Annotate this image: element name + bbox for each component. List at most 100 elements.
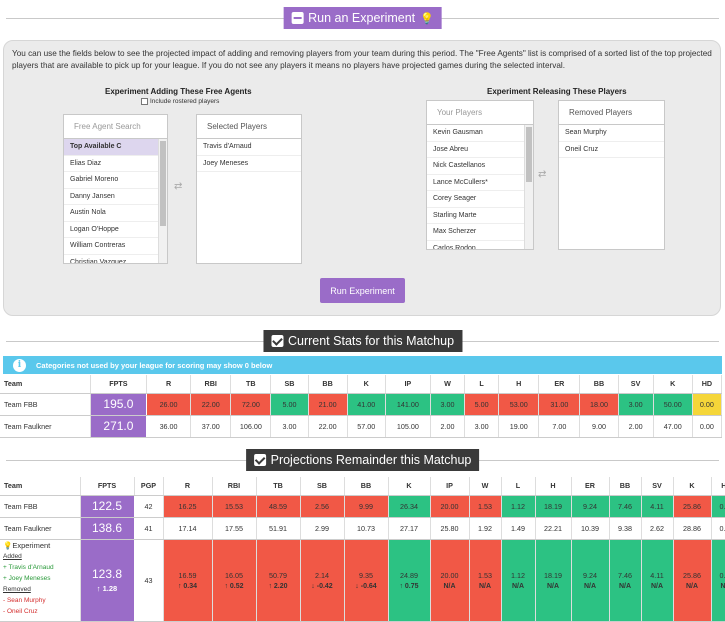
stat-cell: 16.05↑ 0.52 (212, 539, 256, 621)
team-name: Team Faulkner (0, 517, 80, 539)
column-header: HD (711, 477, 725, 495)
current-stats-toggle[interactable]: Current Stats for this Matchup (263, 330, 462, 352)
stat-cell: 1.12 (501, 495, 535, 517)
scrollbar-thumb[interactable] (526, 127, 532, 182)
list-item[interactable]: Starling Marte (427, 208, 533, 225)
column-header: K (347, 375, 385, 393)
stat-cell: 10.39 (571, 517, 609, 539)
list-item[interactable]: Danny Jansen (64, 189, 167, 206)
stat-cell: 15.53 (212, 495, 256, 517)
include-rostered-toggle[interactable]: Include rostered players (141, 98, 219, 105)
team-name: Team FBB (0, 495, 80, 517)
stat-cell: 22.00 (308, 415, 347, 437)
column-header: TB (256, 477, 300, 495)
list-item[interactable]: Carlos Rodon (427, 241, 533, 251)
column-header: BB (344, 477, 388, 495)
stat-cell: 0.03 (711, 517, 725, 539)
include-rostered-label: Include rostered players (150, 98, 219, 105)
list-item[interactable]: Kevin Gausman (427, 125, 533, 142)
column-header: HD (692, 375, 721, 393)
stat-cell: 41.00 (347, 393, 385, 415)
stat-cell: 2.00 (618, 415, 653, 437)
column-header: RBI (212, 477, 256, 495)
stat-delta: ↑ 2.20 (257, 583, 300, 590)
free-agent-scrollbar[interactable] (158, 139, 167, 263)
list-item[interactable]: Joey Meneses (197, 156, 301, 173)
team-name: Team FBB (0, 393, 90, 415)
added-player: + Joey Meneses (3, 573, 80, 584)
stat-cell: 2.56 (300, 495, 344, 517)
list-item[interactable]: William Contreras (64, 238, 167, 255)
removed-player: - Sean Murphy (3, 595, 80, 606)
free-agent-search-input[interactable]: Free Agent Search (64, 115, 167, 139)
list-item[interactable]: Max Scherzer (427, 224, 533, 241)
list-item[interactable]: Travis d'Arnaud (197, 139, 301, 156)
removed-player: - Oneil Cruz (3, 606, 80, 617)
list-item[interactable]: Sean Murphy (559, 125, 664, 142)
stat-cell: 106.00 (231, 415, 271, 437)
list-item[interactable]: Top Available C (64, 139, 167, 156)
fpts-delta: ↑ 1.28 (81, 584, 134, 593)
your-players-scrollbar[interactable] (524, 125, 533, 249)
stat-delta: N/A (470, 583, 501, 590)
stat-cell: 22.21 (535, 517, 571, 539)
stat-cell: 3.00 (430, 393, 464, 415)
column-header: L (465, 375, 499, 393)
list-item[interactable]: Nick Castellanos (427, 158, 533, 175)
check-square-icon (254, 454, 266, 466)
fpts-value: 123.8 (92, 567, 122, 581)
added-label: Added (3, 551, 80, 562)
column-header: IP (385, 375, 430, 393)
list-item[interactable]: Austin Nola (64, 205, 167, 222)
projections-toggle[interactable]: Projections Remainder this Matchup (246, 449, 480, 471)
stat-delta: N/A (502, 583, 535, 590)
column-header: TB (231, 375, 271, 393)
list-item[interactable]: Corey Seager (427, 191, 533, 208)
column-header: FPTS (90, 375, 146, 393)
info-icon: i (13, 359, 26, 372)
stat-cell: 0.30N/A (711, 539, 725, 621)
list-item[interactable]: Logan O'Hoppe (64, 222, 167, 239)
info-text: Categories not used by your league for s… (36, 361, 272, 370)
stat-cell: 1.12 N/A (501, 539, 535, 621)
stat-delta: N/A (642, 583, 673, 590)
check-square-icon (271, 335, 283, 347)
stat-cell: 0.00 (692, 393, 721, 415)
stat-cell: 57.00 (347, 415, 385, 437)
list-item[interactable]: Elias Diaz (64, 156, 167, 173)
run-experiment-button[interactable]: Run Experiment (320, 278, 405, 303)
list-item[interactable]: Oneil Cruz (559, 142, 664, 159)
include-rostered-checkbox[interactable] (141, 98, 148, 105)
list-item[interactable]: Gabriel Moreno (64, 172, 167, 189)
stat-value: 1.12 (511, 571, 525, 580)
run-experiment-toggle[interactable]: Run an Experiment 💡 (283, 7, 442, 29)
add-section-title: Experiment Adding These Free Agents (105, 87, 252, 96)
stat-delta: ↑ 0.52 (213, 583, 256, 590)
list-item[interactable]: Christian Vazquez (64, 255, 167, 265)
stat-cell: 3.00 (271, 415, 308, 437)
swap-arrows-icon: ⇄ (538, 169, 546, 180)
stat-cell: 16.25 (163, 495, 212, 517)
swap-arrows-icon: ⇄ (174, 181, 182, 192)
stat-delta: ↓ -0.64 (345, 583, 388, 590)
column-header: R (163, 477, 212, 495)
list-item[interactable]: Lance McCullers* (427, 175, 533, 192)
list-item[interactable]: Jose Abreu (427, 142, 533, 159)
pgp-value: 42 (134, 495, 163, 517)
scrollbar-thumb[interactable] (160, 141, 166, 226)
current-stats-title: Current Stats for this Matchup (288, 334, 454, 348)
stat-cell: 9.38 (609, 517, 641, 539)
stat-cell: 36.00 (147, 415, 191, 437)
stat-cell: 25.80 (430, 517, 469, 539)
stat-cell: 7.00 (539, 415, 580, 437)
stat-cell: 16.59↑ 0.34 (163, 539, 212, 621)
stat-cell: 9.24 (571, 495, 609, 517)
experiment-fpts: 123.8 ↑ 1.28 (80, 539, 134, 621)
